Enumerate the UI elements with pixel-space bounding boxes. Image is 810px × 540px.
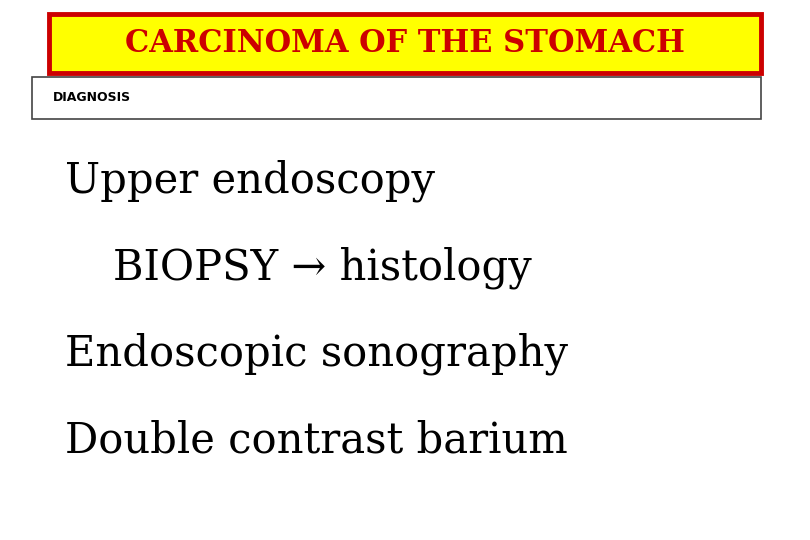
Text: Endoscopic sonography: Endoscopic sonography: [65, 333, 568, 375]
Text: CARCINOMA OF THE STOMACH: CARCINOMA OF THE STOMACH: [125, 28, 685, 59]
Text: DIAGNOSIS: DIAGNOSIS: [53, 91, 130, 104]
Text: Upper endoscopy: Upper endoscopy: [65, 160, 435, 202]
Text: Double contrast barium: Double contrast barium: [65, 419, 568, 461]
FancyBboxPatch shape: [49, 14, 761, 73]
Text: BIOPSY → histology: BIOPSY → histology: [113, 246, 532, 288]
FancyBboxPatch shape: [32, 77, 761, 119]
